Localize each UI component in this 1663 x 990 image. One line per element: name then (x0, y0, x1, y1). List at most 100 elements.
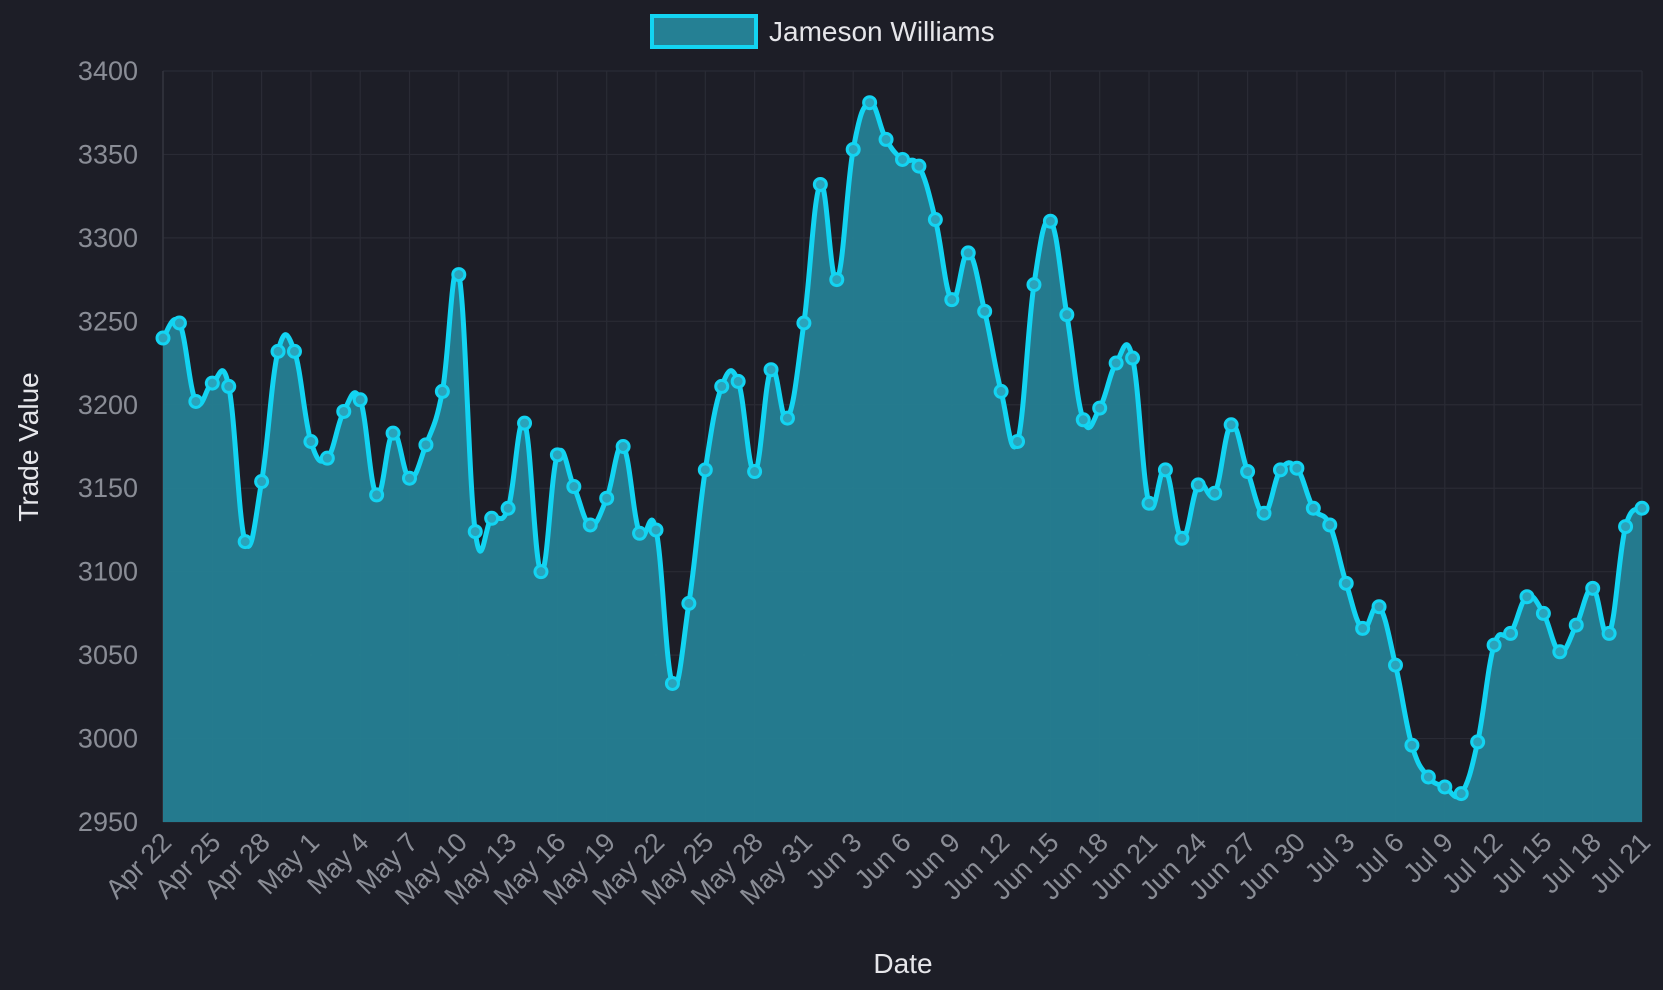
data-point[interactable] (697, 462, 713, 478)
data-point[interactable] (599, 490, 615, 506)
data-point[interactable] (1026, 277, 1042, 293)
y-tick-label: 3050 (78, 640, 138, 670)
data-point[interactable] (1092, 400, 1108, 416)
data-point[interactable] (171, 315, 187, 331)
y-tick-label: 3100 (78, 557, 138, 587)
data-point[interactable] (862, 95, 878, 111)
data-point[interactable] (204, 375, 220, 391)
data-point[interactable] (911, 158, 927, 174)
data-point[interactable] (944, 292, 960, 308)
data-point[interactable] (451, 267, 467, 283)
data-point[interactable] (1486, 637, 1502, 653)
data-point[interactable] (1552, 644, 1568, 660)
data-point[interactable] (763, 362, 779, 378)
data-point[interactable] (1125, 350, 1141, 366)
data-point[interactable] (237, 534, 253, 550)
data-point[interactable] (1174, 530, 1190, 546)
data-point[interactable] (533, 564, 549, 580)
data-point[interactable] (517, 415, 533, 431)
data-point[interactable] (319, 450, 335, 466)
data-point[interactable] (1240, 464, 1256, 480)
data-point[interactable] (188, 393, 204, 409)
data-point[interactable] (1059, 307, 1075, 323)
data-point[interactable] (927, 212, 943, 228)
data-point[interactable] (1404, 737, 1420, 753)
data-point[interactable] (270, 343, 286, 359)
data-point[interactable] (1289, 460, 1305, 476)
data-point[interactable] (254, 474, 270, 490)
data-point[interactable] (467, 524, 483, 540)
data-point[interactable] (1355, 620, 1371, 636)
legend-swatch (650, 14, 758, 49)
data-point[interactable] (796, 315, 812, 331)
data-point[interactable] (1503, 625, 1519, 641)
data-point[interactable] (221, 378, 237, 394)
data-point[interactable] (352, 392, 368, 408)
data-point[interactable] (1272, 462, 1288, 478)
data-point[interactable] (1157, 462, 1173, 478)
legend[interactable]: Jameson Williams (650, 14, 995, 49)
data-point[interactable] (664, 675, 680, 691)
data-point[interactable] (1535, 605, 1551, 621)
data-point[interactable] (747, 464, 763, 480)
data-point[interactable] (977, 303, 993, 319)
data-point[interactable] (1420, 769, 1436, 785)
data-point[interactable] (845, 141, 861, 157)
data-point[interactable] (1305, 500, 1321, 516)
data-point[interactable] (336, 403, 352, 419)
data-point[interactable] (385, 425, 401, 441)
data-point[interactable] (895, 151, 910, 167)
data-point[interactable] (1042, 213, 1058, 229)
data-point[interactable] (878, 131, 894, 147)
y-tick-label: 2950 (78, 807, 138, 837)
data-point[interactable] (681, 595, 697, 611)
data-point[interactable] (615, 439, 631, 454)
data-point[interactable] (549, 447, 565, 463)
data-point[interactable] (730, 373, 746, 389)
data-point[interactable] (1190, 477, 1206, 493)
data-point[interactable] (1207, 485, 1223, 501)
data-points (155, 95, 1650, 802)
data-point[interactable] (648, 522, 664, 538)
data-point[interactable] (1388, 657, 1403, 673)
data-point[interactable] (1585, 580, 1601, 596)
data-point[interactable] (1601, 625, 1617, 641)
data-point[interactable] (369, 487, 385, 503)
data-point[interactable] (1470, 734, 1486, 750)
y-axis-tick-labels: 2950 3000 3050 3100 3150 3200 3250 3300 3350 3400 (78, 56, 138, 837)
data-point[interactable] (1568, 617, 1584, 633)
data-point[interactable] (1322, 517, 1338, 533)
data-point[interactable] (1618, 519, 1634, 535)
data-point[interactable] (1338, 575, 1354, 591)
data-point[interactable] (1519, 589, 1535, 605)
data-point[interactable] (714, 378, 730, 394)
data-point[interactable] (1371, 599, 1387, 615)
data-point[interactable] (1075, 412, 1091, 428)
data-point[interactable] (500, 500, 516, 516)
data-point[interactable] (303, 433, 319, 449)
data-point[interactable] (1223, 417, 1239, 433)
data-point[interactable] (1437, 779, 1453, 795)
data-point[interactable] (402, 470, 417, 486)
data-point[interactable] (1108, 355, 1124, 371)
data-point[interactable] (1256, 505, 1272, 521)
data-point[interactable] (1141, 495, 1157, 511)
data-point[interactable] (582, 517, 598, 533)
data-point[interactable] (418, 437, 434, 453)
y-axis-title: Trade Value (13, 372, 44, 521)
data-point[interactable] (1634, 500, 1650, 516)
data-point[interactable] (434, 383, 450, 399)
data-point[interactable] (484, 510, 500, 526)
data-point[interactable] (779, 410, 795, 426)
data-point[interactable] (960, 245, 976, 261)
data-point[interactable] (812, 176, 828, 192)
data-point[interactable] (632, 525, 648, 541)
data-point[interactable] (1453, 786, 1469, 802)
data-point[interactable] (829, 272, 845, 288)
data-point[interactable] (155, 330, 171, 346)
data-point[interactable] (993, 383, 1009, 399)
data-point[interactable] (286, 343, 302, 359)
data-point[interactable] (566, 479, 582, 495)
data-point[interactable] (1010, 433, 1026, 449)
